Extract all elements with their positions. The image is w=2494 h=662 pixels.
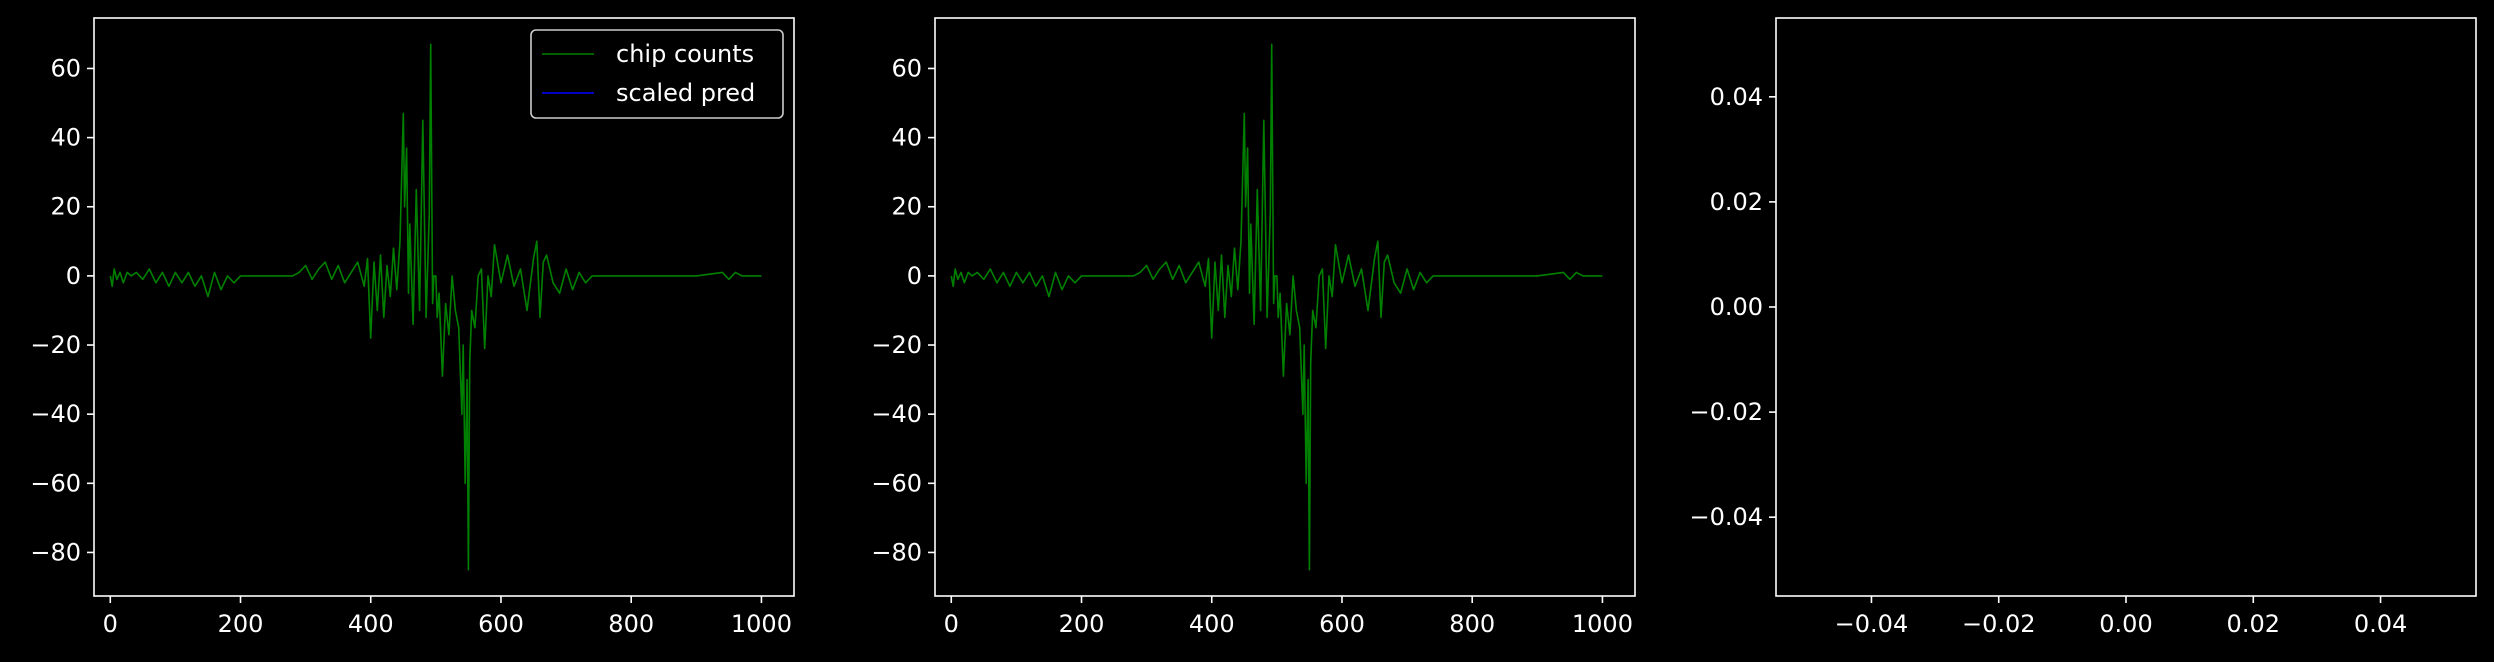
x-tick-label: 600 [1319,610,1365,638]
y-tick-label: 0 [907,262,922,290]
y-tick-label: −80 [871,538,922,566]
x-tick-label: 600 [478,610,524,638]
x-tick-label: 0 [103,610,118,638]
y-tick-label: 20 [50,193,81,221]
chart-panel-3: −0.04 −0.02 0.00 0.02 0.04 −0.04 −0.02 0.00 0.02… [1689,17,2477,638]
x-tick-label: 200 [218,610,264,638]
y-tick-label: 0.02 [1710,188,1763,216]
y-tick-label: −80 [30,538,81,566]
x-tick-label: 1000 [1572,610,1633,638]
series-line-panel2-0 [950,43,1603,571]
x-tick-label: 1000 [731,610,792,638]
legend-label: scaled pred [616,79,755,107]
y-tick-label: 60 [50,54,81,82]
y-tick-label: −0.04 [1689,503,1763,531]
x-tick-label: 0 [944,610,959,638]
legend-label: chip counts [616,40,754,68]
chart-panel-1: 0 200 400 600 800 1000 −80 −60 −40 −20 0 20 40 60 [30,17,795,638]
y-tick-label: −20 [871,331,922,359]
y-tick-label: 0.00 [1710,293,1763,321]
legend-box [530,29,784,119]
y-tick-label: 20 [891,193,922,221]
series-line-chip-counts [109,43,762,571]
legend: chip counts scaled pred [530,29,784,119]
y-tick-label: 60 [891,54,922,82]
y-tick-label: −60 [871,469,922,497]
x-tick-label: 0.02 [2227,610,2280,638]
x-tick-label: 200 [1059,610,1105,638]
x-tick-label: 400 [1189,610,1235,638]
x-tick-label: 800 [1449,610,1495,638]
y-tick-label: −60 [30,469,81,497]
chart-panel-2: 0 200 400 600 800 1000 −80 −60 −40 −20 0 20 40 60 [871,17,1636,638]
x-tick-label: 0.04 [2354,610,2407,638]
y-tick-label: 40 [50,124,81,152]
y-tick-label: −40 [30,400,81,428]
x-tick-label: 800 [608,610,654,638]
y-tick-label: −20 [30,331,81,359]
x-tick-label: 0.00 [2099,610,2152,638]
y-tick-label: 0 [66,262,81,290]
x-tick-label: −0.04 [1835,610,1909,638]
x-tick-label: 400 [348,610,394,638]
x-tick-label: −0.02 [1962,610,2036,638]
y-tick-label: −40 [871,400,922,428]
axes-frame [93,17,795,597]
y-tick-label: 40 [891,124,922,152]
y-tick-label: 0.04 [1710,83,1763,111]
y-tick-label: −0.02 [1689,398,1763,426]
axes-frame [934,17,1636,597]
